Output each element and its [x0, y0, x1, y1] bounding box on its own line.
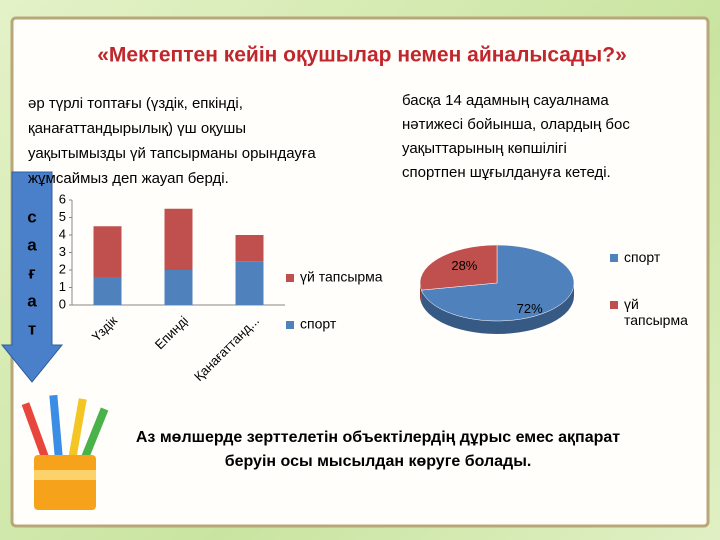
- pie-value-label: 72%: [517, 301, 543, 316]
- conclusion-line: Аз мөлшерде зерттелетін объектілердің дұ…: [136, 429, 620, 446]
- y-tick-label: 4: [59, 226, 66, 241]
- pie-side: [420, 283, 422, 304]
- right-text-line: басқа 14 адамның сауалнама: [402, 92, 609, 109]
- legend-swatch: [610, 254, 618, 262]
- legend-label: спорт: [624, 249, 661, 265]
- side-letter: с: [27, 207, 36, 226]
- pie-slice: [421, 244, 575, 322]
- bar-segment: [164, 208, 193, 270]
- bar-segment: [235, 235, 264, 262]
- legend-swatch: [286, 321, 294, 329]
- side-letter: а: [27, 235, 37, 254]
- conclusion-line: беруін осы мысылдан көруге болады.: [225, 453, 532, 470]
- pie-value-label: 28%: [451, 258, 477, 273]
- bar-segment: [164, 270, 193, 305]
- legend-swatch: [286, 274, 294, 282]
- legend-label: үй тапсырма: [624, 296, 688, 328]
- y-tick-label: 1: [59, 279, 66, 294]
- y-tick-label: 3: [59, 244, 66, 259]
- pie-side: [421, 283, 574, 334]
- pencil-cup-icon: [21, 394, 109, 510]
- side-letter: т: [28, 319, 36, 338]
- left-text-line: әр түрлі топтағы (үздік, епкінді,: [28, 95, 243, 112]
- right-text-line: нәтижесі бойынша, олардың бос: [402, 116, 630, 133]
- left-text-line: жұмсаймыз деп жауап берді.: [28, 170, 229, 187]
- y-tick-label: 6: [59, 191, 66, 206]
- side-arrow: [0, 171, 64, 383]
- bar-segment: [93, 277, 122, 305]
- bar-segment: [235, 261, 264, 305]
- legend-swatch: [610, 301, 618, 309]
- left-text-line: уақытымызды үй тапсырманы орындауға: [28, 145, 316, 162]
- y-tick-label: 2: [59, 261, 66, 276]
- pie-slice: [419, 244, 498, 291]
- right-text-line: уақыттарының көпшілігі: [402, 140, 567, 157]
- legend-label: спорт: [300, 316, 337, 332]
- legend-label: үй тапсырма: [300, 269, 383, 285]
- side-letter: а: [27, 291, 37, 310]
- left-text-line: қанағаттандырылық) үш оқушы: [28, 120, 246, 137]
- y-tick-label: 0: [59, 296, 66, 311]
- slide-title: «Мектептен кейін оқушылар немен айналыса…: [97, 44, 627, 67]
- bar-segment: [93, 226, 122, 277]
- right-text-line: спортпен шұғылдануға кетеді.: [402, 164, 611, 181]
- side-letter: ғ: [28, 263, 35, 282]
- y-tick-label: 5: [59, 209, 66, 224]
